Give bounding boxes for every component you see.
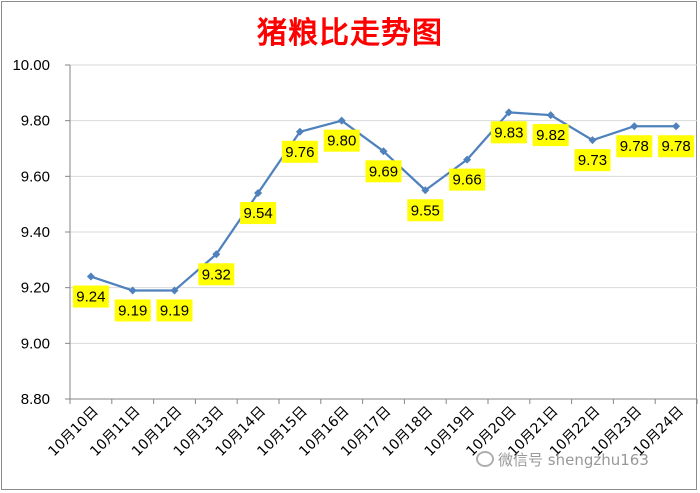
watermark-text: 微信号 shengzhu163 [498,451,649,469]
data-point [86,272,95,281]
data-label: 9.80 [327,133,356,150]
series-line [86,108,681,295]
data-point [254,189,263,198]
data-label-bg [574,149,611,172]
data-label-bg [198,263,235,286]
data-label-bg [281,140,318,163]
data-point [337,116,346,125]
data-label-bg [72,285,109,308]
data-point [295,127,304,136]
data-label: 9.24 [76,289,105,306]
data-label-bg [323,129,360,152]
data-point [463,155,472,164]
data-point [212,250,221,259]
watermark: 微信号 shengzhu163 [476,449,649,470]
data-label: 9.82 [536,127,565,144]
data-label: 9.54 [243,205,272,222]
data-label-bg [156,299,193,322]
data-label-bg [658,135,695,158]
wechat-icon [476,451,494,467]
y-tick-label: 8.80 [21,391,50,408]
data-point [170,286,179,295]
data-label: 9.83 [494,124,523,141]
data-point [504,108,513,117]
data-label: 9.55 [411,202,440,219]
chart-title: 猪粮比走势图 [257,16,443,51]
data-label-bg [532,124,569,147]
data-label: 9.78 [620,138,649,155]
data-point [672,122,681,131]
data-label-bg [449,168,486,191]
data-label-bg [616,135,653,158]
data-point [379,147,388,156]
data-label: 9.19 [160,302,189,319]
y-axis: 8.80 9.00 9.20 9.40 9.60 9.80 10.00 [12,57,71,408]
data-label-bg [240,202,277,225]
y-tick-label: 9.40 [21,224,50,241]
data-label: 9.78 [661,138,690,155]
data-label-bg [407,199,444,222]
data-label-bg [490,121,527,144]
data-point [421,186,430,195]
data-point [588,136,597,145]
y-tick-label: 9.00 [21,335,50,352]
data-label: 9.19 [118,302,147,319]
y-tick-label: 9.20 [21,280,50,297]
data-label: 9.66 [452,172,481,189]
data-point [128,286,137,295]
data-label-bg [114,299,151,322]
data-label-bg [365,160,402,183]
series-line-path [90,111,677,292]
data-label: 9.76 [285,144,314,161]
data-label: 9.32 [202,266,231,283]
y-tick-label: 9.80 [21,113,50,130]
data-label: 9.73 [578,152,607,169]
y-tick-label: 10.00 [12,57,50,74]
data-labels: 9.24 9.19 9.19 9.32 9.54 9.76 9.80 9.69 9.55 9.66… [72,121,695,322]
data-point [546,111,555,120]
data-point [630,122,639,131]
data-label: 9.69 [369,163,398,180]
y-tick-label: 9.60 [21,168,50,185]
